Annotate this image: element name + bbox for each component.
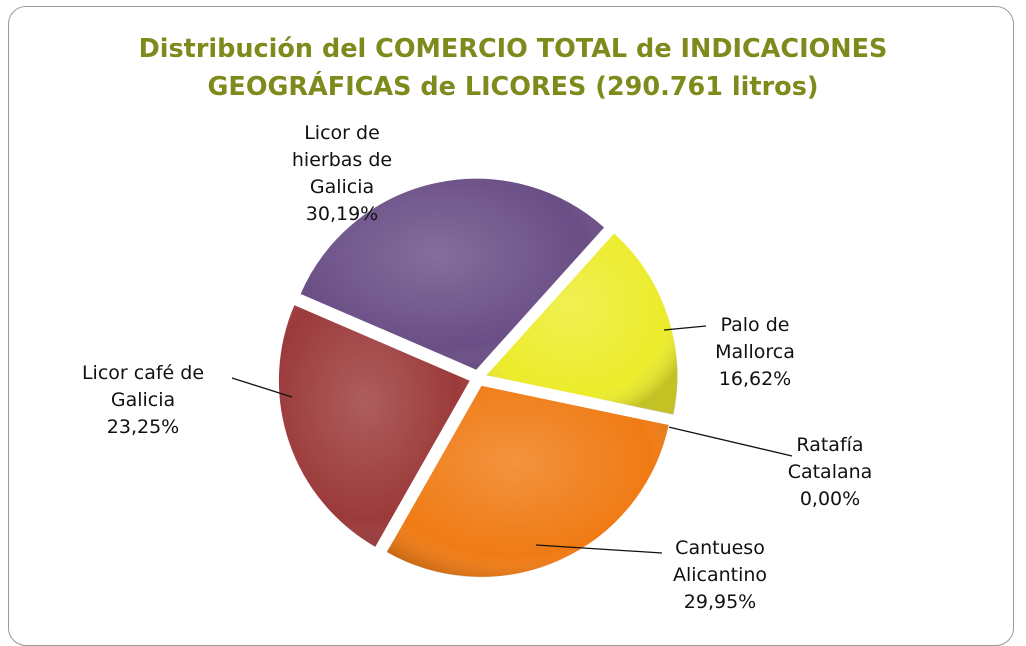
slice-label: Cantueso Alicantino 29,95% (645, 535, 795, 616)
slice-label: Licor café de Galicia 23,25% (48, 360, 238, 441)
slice-label: Palo de Mallorca 16,62% (690, 312, 820, 393)
leader-line (663, 325, 707, 331)
category-label: Licor café de Galicia (81, 362, 205, 411)
value-label: 0,00% (799, 488, 861, 510)
value-label: 30,19% (305, 203, 379, 225)
leader-line (231, 377, 293, 398)
category-label: Licor de hierbas de Galicia (291, 122, 393, 198)
chart-title: Distribución del COMERCIO TOTAL de INDIC… (138, 34, 888, 102)
category-label: Ratafía Catalana (787, 434, 873, 483)
value-label: 29,95% (683, 591, 757, 613)
slice-label: Licor de hierbas de Galicia 30,19% (267, 120, 417, 228)
slice-label: Ratafía Catalana 0,00% (765, 432, 895, 513)
value-label: 23,25% (106, 416, 180, 438)
value-label: 16,62% (718, 368, 792, 390)
category-label: Palo de Mallorca (715, 314, 795, 363)
leader-line (659, 424, 793, 457)
category-label: Cantueso Alicantino (672, 537, 768, 586)
page: {"chart_data": {"type": "pie", "title": … (8, 6, 1014, 646)
leader-line (535, 544, 663, 554)
chart (231, 177, 793, 578)
